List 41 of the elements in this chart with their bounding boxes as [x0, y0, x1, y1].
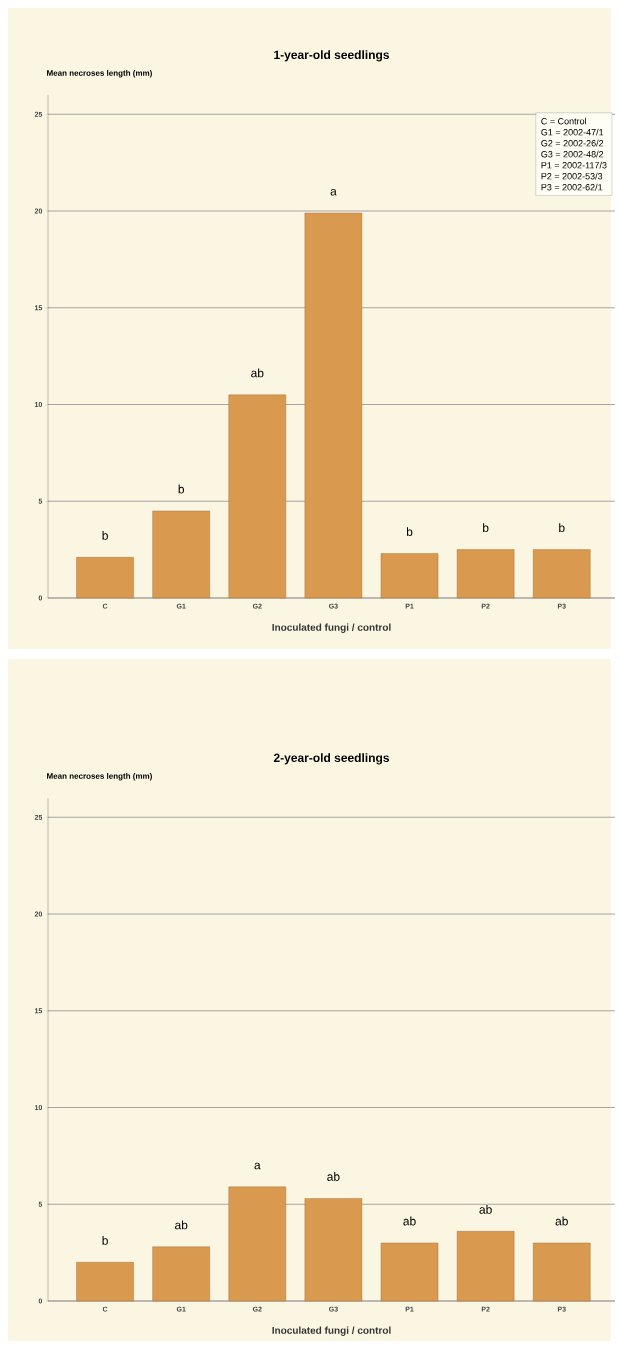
annotation: ab	[327, 1172, 340, 1181]
annotation: b	[559, 523, 565, 533]
annotation: b	[483, 523, 489, 533]
bar	[380, 1242, 439, 1302]
annotation: ab	[251, 368, 264, 378]
bar	[304, 212, 363, 599]
annotation: b	[406, 527, 413, 536]
chart-title: 2-year-old seedlings	[273, 753, 390, 765]
chart-title: 1-year-old seedlings	[274, 50, 390, 62]
annotation: G2 = 2002-26/2	[541, 139, 604, 147]
x-axis-title: Inoculated fungi / control	[272, 1326, 391, 1336]
bar	[152, 1246, 210, 1302]
annotation: ab	[175, 1220, 188, 1230]
bar	[532, 1242, 591, 1302]
annotation: a	[254, 1162, 261, 1170]
annotation: ab	[479, 1205, 492, 1214]
bar	[304, 1198, 363, 1302]
annotation: a	[330, 188, 337, 196]
bar	[228, 1186, 287, 1302]
bar	[76, 1262, 134, 1302]
bar	[532, 549, 591, 599]
annotation: P3 = 2002-62/1	[541, 183, 603, 191]
annotation: b	[178, 484, 185, 494]
bar	[456, 549, 515, 599]
bar	[456, 1231, 515, 1302]
bar	[380, 553, 439, 599]
annotation: G3 = 2002-48/2	[541, 150, 604, 158]
annotation: b	[102, 1235, 108, 1245]
y-axis-title: Mean necroses length (mm)	[47, 772, 152, 781]
annotation: G1 = 2002-47/1	[541, 128, 604, 136]
bar	[76, 557, 134, 599]
y-axis-title: Mean necroses length (mm)	[47, 69, 152, 78]
bar	[228, 394, 287, 599]
annotation: ab	[555, 1216, 568, 1226]
annotation: ab	[403, 1216, 416, 1226]
bar	[152, 510, 210, 599]
annotation: C = Control	[541, 117, 586, 125]
annotation: P1 = 2002-117/3	[541, 161, 607, 169]
x-axis-title: Inoculated fungi / control	[272, 623, 391, 633]
annotation: b	[102, 531, 108, 540]
annotation: P2 = 2002-53/3	[541, 172, 603, 180]
